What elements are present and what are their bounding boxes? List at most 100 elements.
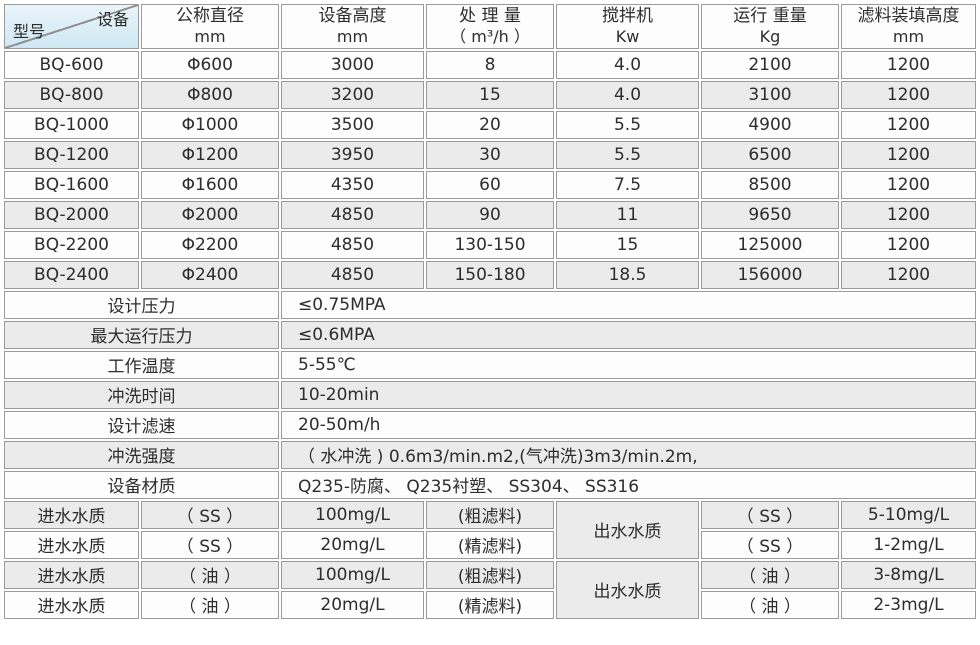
- capacity-cell: 150-180: [426, 260, 554, 289]
- media-height-cell: 1200: [841, 200, 976, 229]
- spec-row: 设计压力 ≤0.75MPA: [4, 290, 976, 319]
- water-quality-row: 进水水质 （ 油 ） 20mg/L (精滤料) （ 油 ） 2-3mg/L: [4, 590, 976, 619]
- table-row: BQ-2000 Φ2000 4850 90 11 9650 1200: [4, 200, 976, 229]
- column-title: 运行 重量: [733, 6, 807, 26]
- table-row: BQ-1600 Φ1600 4350 60 7.5 8500 1200: [4, 170, 976, 199]
- outlet-param: （ 油 ）: [701, 590, 839, 619]
- inlet-value: 20mg/L: [281, 530, 424, 559]
- column-unit: Kw: [615, 27, 640, 47]
- outlet-label: 出水水质: [556, 500, 699, 559]
- weight-cell: 4900: [701, 110, 839, 139]
- spec-row: 冲洗时间 10-20min: [4, 380, 976, 409]
- diameter-cell: Φ2400: [141, 260, 279, 289]
- table-row: BQ-600 Φ600 3000 8 4.0 2100 1200: [4, 50, 976, 79]
- outlet-label: 出水水质: [556, 560, 699, 619]
- inlet-label: 进水水质: [4, 590, 139, 619]
- height-cell: 3950: [281, 140, 424, 169]
- inlet-label: 进水水质: [4, 560, 139, 589]
- height-cell: 3000: [281, 50, 424, 79]
- media-type: (精滤料): [426, 590, 554, 619]
- model-cell: BQ-2000: [4, 200, 139, 229]
- diameter-cell: Φ800: [141, 80, 279, 109]
- mixer-cell: 18.5: [556, 260, 699, 289]
- outlet-param: （ SS ）: [701, 500, 839, 529]
- spec-value: ≤0.75MPA: [281, 290, 976, 319]
- column-title: 公称直径: [176, 6, 244, 26]
- mixer-cell: 4.0: [556, 50, 699, 79]
- model-cell: BQ-2200: [4, 230, 139, 259]
- media-height-cell: 1200: [841, 230, 976, 259]
- column-title: 搅拌机: [602, 6, 653, 26]
- height-cell: 4850: [281, 200, 424, 229]
- column-header-height: 设备高度 mm: [281, 4, 424, 49]
- spec-label: 冲洗强度: [4, 440, 279, 469]
- table-row: BQ-2200 Φ2200 4850 130-150 15 125000 120…: [4, 230, 976, 259]
- inlet-param: （ SS ）: [141, 500, 279, 529]
- capacity-cell: 15: [426, 80, 554, 109]
- height-cell: 4850: [281, 260, 424, 289]
- model-cell: BQ-800: [4, 80, 139, 109]
- inlet-value: 100mg/L: [281, 560, 424, 589]
- height-cell: 3500: [281, 110, 424, 139]
- inlet-param: （ 油 ）: [141, 590, 279, 619]
- inlet-param: （ SS ）: [141, 530, 279, 559]
- diagonal-header-cell: 设备 型号: [4, 4, 139, 49]
- capacity-cell: 8: [426, 50, 554, 79]
- spec-label: 最大运行压力: [4, 320, 279, 349]
- diameter-cell: Φ1200: [141, 140, 279, 169]
- model-cell: BQ-600: [4, 50, 139, 79]
- column-title: 处 理 量: [459, 6, 521, 26]
- weight-cell: 156000: [701, 260, 839, 289]
- column-title: 滤料装填高度: [857, 6, 960, 26]
- outlet-value: 5-10mg/L: [841, 500, 976, 529]
- spec-value: 20-50m/h: [281, 410, 976, 439]
- media-height-cell: 1200: [841, 50, 976, 79]
- diagonal-label-model: 型号: [13, 22, 46, 42]
- column-title: 设备高度: [318, 6, 387, 26]
- diagonal-label-equipment: 设备: [96, 10, 129, 29]
- table-row: BQ-2400 Φ2400 4850 150-180 18.5 156000 1…: [4, 260, 976, 289]
- spec-value: ≤0.6MPA: [281, 320, 976, 349]
- mixer-cell: 7.5: [556, 170, 699, 199]
- height-cell: 3200: [281, 80, 424, 109]
- spec-value: 5-55℃: [281, 350, 976, 379]
- mixer-cell: 5.5: [556, 110, 699, 139]
- diameter-cell: Φ600: [141, 50, 279, 79]
- weight-cell: 9650: [701, 200, 839, 229]
- capacity-cell: 130-150: [426, 230, 554, 259]
- media-type: (精滤料): [426, 530, 554, 559]
- capacity-cell: 90: [426, 200, 554, 229]
- outlet-value: 1-2mg/L: [841, 530, 976, 559]
- inlet-param: （ 油 ）: [141, 560, 279, 589]
- model-cell: BQ-1600: [4, 170, 139, 199]
- capacity-cell: 20: [426, 110, 554, 139]
- media-height-cell: 1200: [841, 80, 976, 109]
- diameter-cell: Φ2000: [141, 200, 279, 229]
- model-cell: BQ-1200: [4, 140, 139, 169]
- spec-row: 最大运行压力 ≤0.6MPA: [4, 320, 976, 349]
- weight-cell: 125000: [701, 230, 839, 259]
- spec-label: 设计滤速: [4, 410, 279, 439]
- diameter-cell: Φ1000: [141, 110, 279, 139]
- inlet-value: 100mg/L: [281, 500, 424, 529]
- outlet-value: 2-3mg/L: [841, 590, 976, 619]
- column-unit: mm: [892, 27, 925, 47]
- mixer-cell: 4.0: [556, 80, 699, 109]
- column-header-media-height: 滤料装填高度 mm: [841, 4, 976, 49]
- column-unit: mm: [194, 27, 226, 47]
- weight-cell: 3100: [701, 80, 839, 109]
- inlet-value: 20mg/L: [281, 590, 424, 619]
- header-row: 设备 型号 公称直径 mm 设备高度 mm 处 理 量 （ m³/h ） 搅拌机…: [4, 4, 976, 49]
- table-row: BQ-800 Φ800 3200 15 4.0 3100 1200: [4, 80, 976, 109]
- model-cell: BQ-1000: [4, 110, 139, 139]
- media-height-cell: 1200: [841, 140, 976, 169]
- water-quality-row: 进水水质 （ SS ） 20mg/L (精滤料) （ SS ） 1-2mg/L: [4, 530, 976, 559]
- outlet-param: （ 油 ）: [701, 560, 839, 589]
- weight-cell: 6500: [701, 140, 839, 169]
- inlet-label: 进水水质: [4, 530, 139, 559]
- column-header-mixer: 搅拌机 Kw: [556, 4, 699, 49]
- spec-value: （ 水冲洗 ) 0.6m3/min.m2,(气冲洗)3m3/min.2m,: [281, 440, 976, 469]
- capacity-cell: 30: [426, 140, 554, 169]
- spec-label: 设计压力: [4, 290, 279, 319]
- equipment-spec-table: 设备 型号 公称直径 mm 设备高度 mm 处 理 量 （ m³/h ） 搅拌机…: [2, 2, 978, 621]
